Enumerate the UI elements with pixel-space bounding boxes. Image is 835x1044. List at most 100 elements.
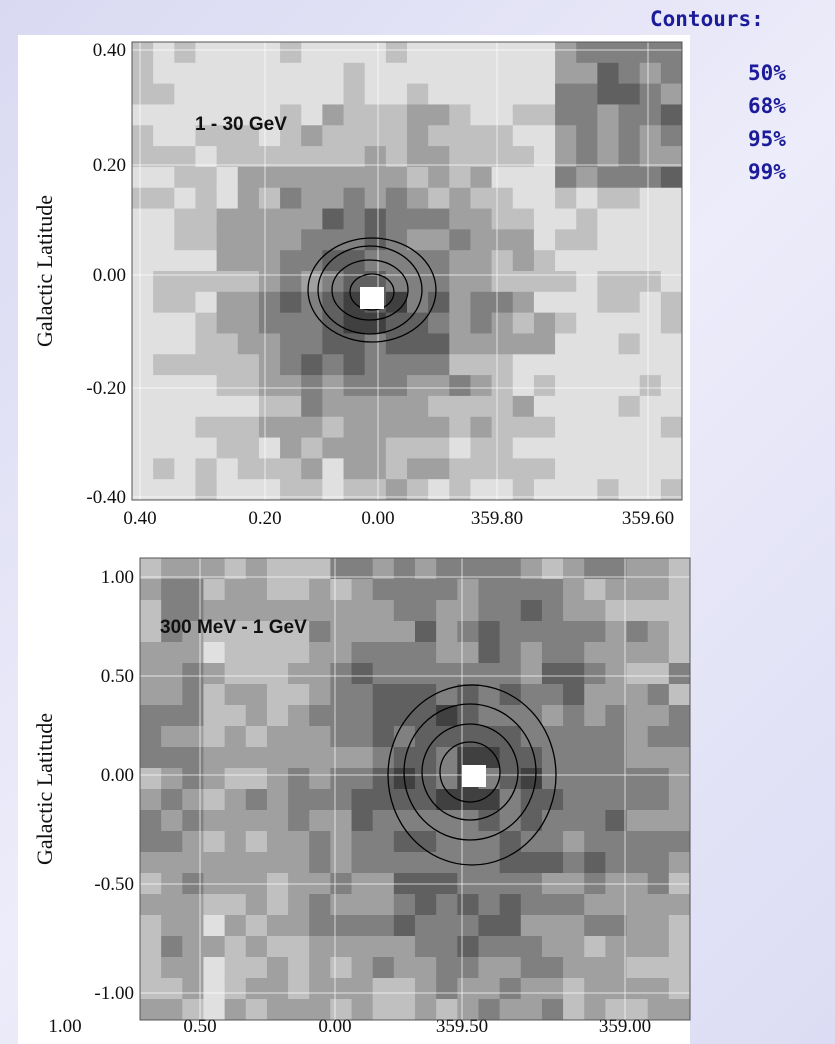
map-pixel xyxy=(491,333,514,355)
map-pixel xyxy=(288,579,310,601)
map-pixel xyxy=(639,333,662,355)
map-pixel xyxy=(541,768,564,790)
map-pixel xyxy=(237,125,260,147)
map-pixel xyxy=(520,936,543,958)
map-pixel xyxy=(436,852,458,874)
map-pixel xyxy=(351,642,374,664)
map-pixel xyxy=(309,768,331,790)
map-pixel xyxy=(153,416,175,439)
map-pixel xyxy=(216,354,239,376)
map-pixel xyxy=(153,62,175,85)
map-pixel xyxy=(224,747,247,769)
map-pixel xyxy=(153,375,175,397)
map-pixel xyxy=(266,936,289,958)
map-pixel xyxy=(512,479,535,501)
map-pixel xyxy=(258,166,281,189)
map-pixel xyxy=(343,166,366,189)
map-pixel xyxy=(161,999,183,1021)
x-tick-label: 0.20 xyxy=(248,508,281,529)
map-pixel xyxy=(132,479,154,501)
map-pixel xyxy=(499,768,522,790)
map-pixel xyxy=(449,125,471,147)
map-pixel xyxy=(351,747,374,769)
map-pixel xyxy=(647,579,670,601)
map-pixel xyxy=(512,146,535,168)
map-pixel xyxy=(153,395,175,418)
map-pixel xyxy=(449,229,471,251)
map-pixel xyxy=(533,395,556,418)
map-pixel xyxy=(618,291,641,314)
map-pixel xyxy=(407,271,429,293)
map-pixel xyxy=(428,375,450,397)
map-pixel xyxy=(385,395,408,418)
map-pixel xyxy=(216,375,239,397)
map-pixel xyxy=(132,42,154,64)
map-pixel xyxy=(330,894,353,916)
map-pixel xyxy=(216,146,239,168)
map-pixel xyxy=(258,395,281,418)
map-pixel xyxy=(478,831,501,853)
map-pixel xyxy=(393,999,416,1021)
map-pixel xyxy=(288,936,310,958)
map-pixel xyxy=(491,229,514,251)
map-pixel xyxy=(415,978,437,1000)
map-pixel xyxy=(449,333,471,355)
map-pixel xyxy=(216,271,239,293)
map-pixel xyxy=(245,663,268,685)
map-pixel xyxy=(301,333,323,355)
map-pixel xyxy=(161,978,183,1000)
map-pixel xyxy=(343,146,366,168)
map-pixel xyxy=(309,747,331,769)
contour xyxy=(349,273,395,311)
map-pixel xyxy=(385,83,408,105)
map-pixel xyxy=(393,936,416,958)
map-pixel xyxy=(330,768,353,790)
map-pixel xyxy=(224,789,247,811)
map-pixel xyxy=(626,978,649,1000)
map-pixel xyxy=(385,208,408,230)
map-pixel xyxy=(258,375,281,397)
map-pixel xyxy=(415,600,437,622)
map-pixel xyxy=(245,999,268,1021)
map-pixel xyxy=(288,810,310,832)
map-pixel xyxy=(245,831,268,853)
map-pixel xyxy=(626,747,649,769)
map-pixel xyxy=(195,395,218,418)
map-pixel xyxy=(668,705,691,727)
map-pixel xyxy=(647,747,670,769)
map-pixel xyxy=(639,271,662,293)
map-pixel xyxy=(364,354,387,376)
map-pixel xyxy=(343,208,366,230)
map-pixel xyxy=(555,375,577,397)
map-pixel xyxy=(385,479,408,501)
map-pixel xyxy=(224,558,247,580)
map-pixel xyxy=(174,229,196,251)
map-pixel xyxy=(280,250,302,272)
map-pixel xyxy=(584,936,606,958)
map-pixel xyxy=(533,312,556,334)
map-pixel xyxy=(216,187,239,210)
map-pixel xyxy=(174,375,196,397)
legend-entry: 68% xyxy=(748,94,786,118)
map-pixel xyxy=(195,416,218,439)
map-pixel xyxy=(153,146,175,168)
contour xyxy=(331,259,409,321)
map-pixel xyxy=(457,936,479,958)
map-pixel xyxy=(626,579,649,601)
map-pixel xyxy=(576,333,598,355)
map-pixel xyxy=(436,915,458,937)
map-pixel xyxy=(436,831,458,853)
map-pixel xyxy=(478,558,501,580)
map-pixel xyxy=(457,810,479,832)
map-pixel xyxy=(512,333,535,355)
map-pixel xyxy=(280,395,302,418)
map-pixel xyxy=(499,978,522,1000)
map-pixel xyxy=(140,999,162,1021)
map-pixel xyxy=(449,166,471,189)
map-pixel xyxy=(618,83,641,105)
map-pixel xyxy=(668,747,691,769)
map-pixel xyxy=(555,146,577,168)
y-tick-label: 0.00 xyxy=(101,765,134,786)
map-pixel xyxy=(491,42,514,64)
map-pixel xyxy=(393,663,416,685)
